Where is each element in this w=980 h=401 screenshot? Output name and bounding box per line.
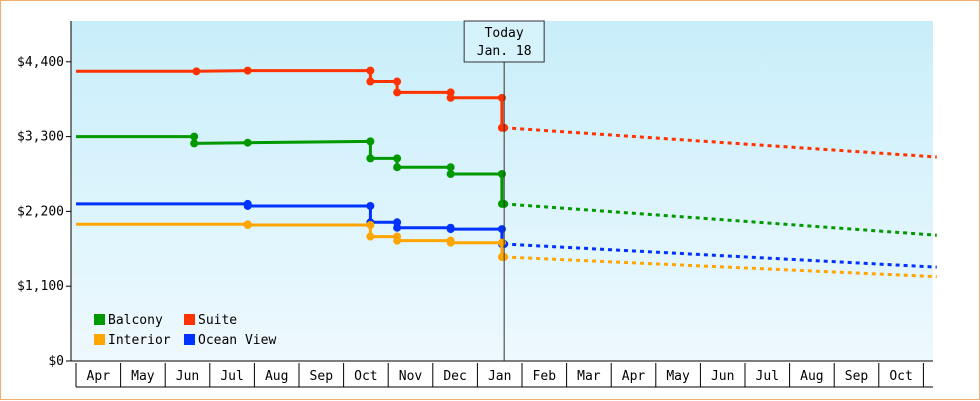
legend-label-ocean-view: Ocean View	[198, 333, 276, 348]
x-month-label: Sep	[845, 369, 869, 384]
legend-swatch-ocean-view	[184, 334, 195, 345]
data-point-balcony	[497, 170, 506, 178]
data-point-balcony	[446, 170, 455, 178]
x-month-label: Oct	[889, 369, 912, 384]
x-month-label: Apr	[87, 369, 111, 384]
series-layer	[76, 66, 937, 279]
x-month-label: Jul	[756, 369, 779, 384]
axis-layer: $0 $1,100 $2,200 $3,300 $4,400 Apr May Jun Jul Au…	[17, 21, 933, 388]
x-month-label: Feb	[533, 369, 557, 384]
data-point-suite	[393, 77, 402, 86]
data-point-interior	[497, 238, 506, 247]
legend: Balcony Suite Interior Ocean View	[94, 313, 276, 348]
forecast-line-ocean-view	[504, 242, 937, 269]
today-label: Today	[485, 26, 524, 41]
y-tick-label: $0	[48, 354, 64, 369]
x-month-label: Dec	[443, 369, 466, 384]
x-month-label: Mar	[577, 369, 601, 384]
x-month-label: Aug	[265, 369, 288, 384]
data-point-balcony	[446, 163, 455, 172]
data-point-balcony	[190, 132, 199, 141]
data-point-ocean-view	[497, 225, 506, 234]
x-month-label: Jan	[488, 369, 511, 384]
x-month-label: Jun	[711, 369, 734, 384]
legend-label-suite: Suite	[198, 313, 237, 328]
data-point-interior	[393, 236, 402, 245]
data-point-interior	[366, 232, 375, 241]
data-point-suite	[393, 88, 402, 97]
data-point-suite	[192, 67, 201, 76]
y-tick-label: $4,400	[17, 55, 64, 70]
x-month-label: Aug	[800, 369, 823, 384]
data-point-interior	[243, 221, 252, 229]
data-point-suite	[366, 66, 375, 75]
x-month-label: Oct	[354, 369, 377, 384]
data-point-balcony	[190, 139, 199, 148]
legend-swatch-interior	[94, 334, 105, 345]
data-point-suite	[446, 93, 455, 102]
y-tick-label: $3,300	[17, 130, 64, 145]
data-point-suite	[243, 66, 252, 75]
legend-swatch-balcony	[94, 314, 105, 325]
data-point-balcony	[393, 154, 402, 163]
data-point-balcony	[366, 154, 375, 163]
x-month-label: May	[666, 369, 690, 384]
data-point-suite	[366, 77, 375, 86]
data-point-balcony	[366, 137, 375, 146]
data-point-interior	[366, 221, 375, 229]
data-point-ocean-view	[366, 201, 375, 210]
data-point-interior	[446, 238, 455, 247]
forecast-line-balcony	[504, 202, 937, 237]
y-tick-label: $2,200	[17, 204, 64, 219]
forecast-line-interior	[504, 255, 937, 279]
data-point-balcony	[243, 138, 252, 147]
x-month-label: Apr	[622, 369, 646, 384]
today-box	[463, 20, 545, 63]
x-month-label: Jun	[176, 369, 199, 384]
legend-label-interior: Interior	[108, 333, 171, 348]
today-date: Jan. 18	[477, 44, 532, 59]
data-point-suite	[497, 93, 506, 102]
series-line-suite	[76, 69, 505, 130]
data-point-ocean-view	[243, 201, 252, 210]
data-point-ocean-view	[446, 225, 455, 234]
today-marker: Today Jan. 18	[463, 20, 545, 361]
data-point-ocean-view	[393, 223, 402, 232]
legend-label-balcony: Balcony	[108, 313, 163, 328]
x-month-label: Sep	[310, 369, 334, 384]
legend-swatch-suite	[184, 314, 195, 325]
y-tick-label: $1,100	[17, 279, 64, 294]
x-month-label: Nov	[399, 369, 423, 384]
x-month-label: May	[131, 369, 155, 384]
x-month-label: Jul	[220, 369, 243, 384]
forecast-line-suite	[504, 126, 937, 159]
data-point-balcony	[393, 163, 402, 172]
